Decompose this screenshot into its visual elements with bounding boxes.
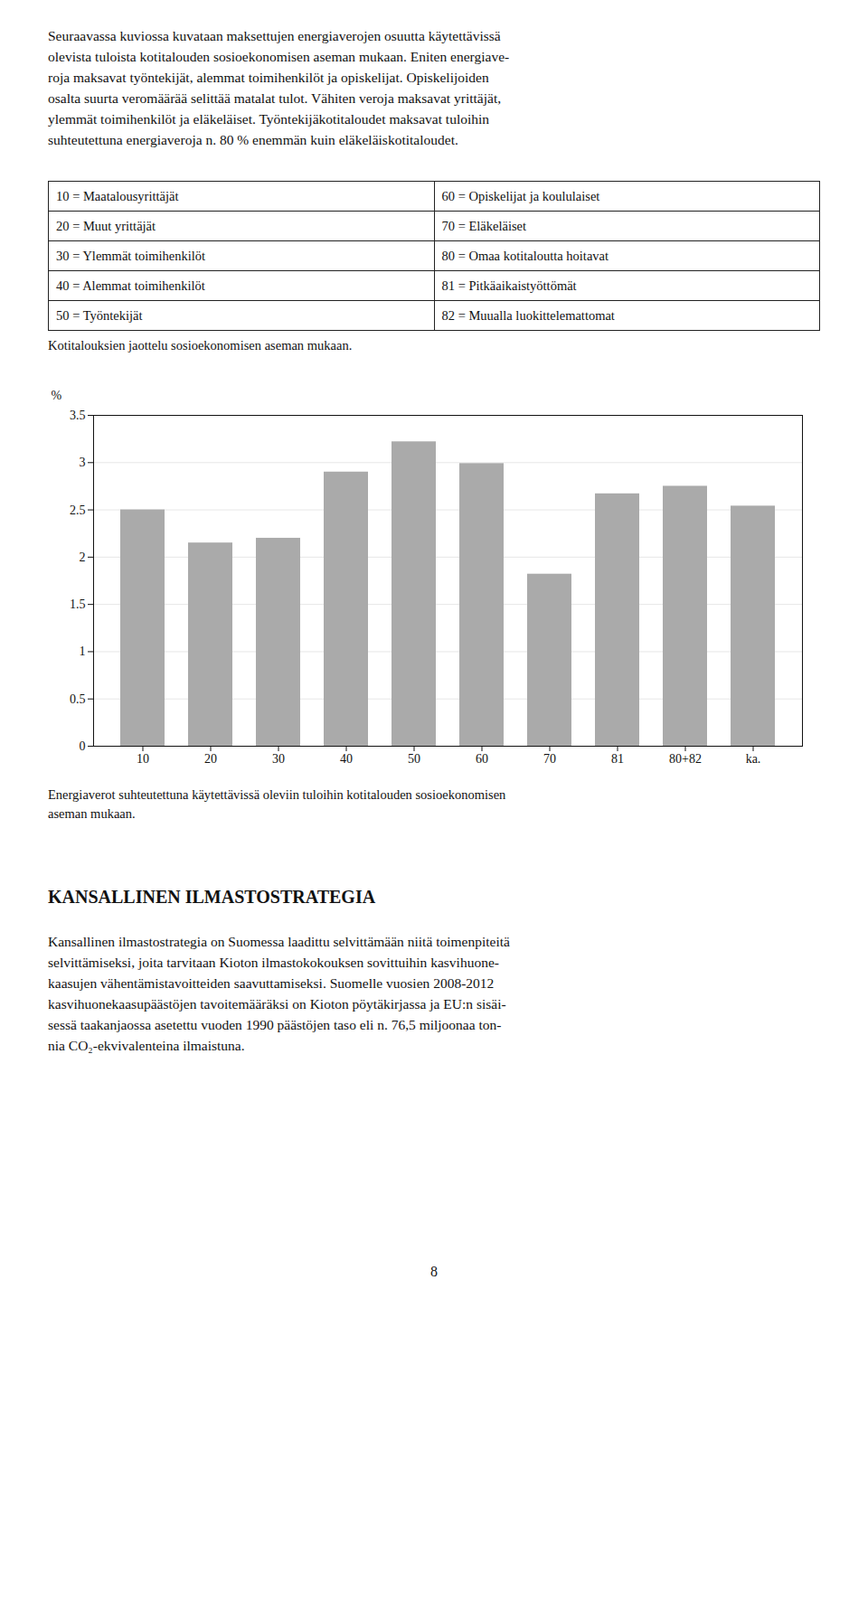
svg-text:0.5: 0.5	[69, 692, 86, 707]
html-text:82 = Muualla luokittelemattoma: 82 = Muualla luokittelemattomat	[441, 307, 615, 323]
html-text:20 = Muut yrittäjät: 20 = Muut yrittäjät	[56, 218, 156, 233]
svg-text:0: 0	[79, 739, 86, 754]
html-text:kasvihuonekaasupäästöjen tavoi: kasvihuonekaasupäästöjen tavoitemääräksi…	[47, 996, 506, 1012]
html-text:olevista tuloista kotitalouden: olevista tuloista kotitalouden sosioekon…	[47, 48, 510, 65]
svg-text:ka.: ka.	[745, 752, 762, 766]
svg-text:10: 10	[136, 752, 150, 766]
svg-text:1: 1	[79, 644, 86, 659]
svg-text:3: 3	[79, 455, 86, 470]
html-text:nia CO₂-ekvivalenteina ilmaist: nia CO₂-ekvivalenteina ilmaistuna.	[47, 1037, 245, 1054]
html-text:selvittämiseksi, joita tarvita: selvittämiseksi, joita tarvitaan Kioton …	[47, 954, 500, 971]
html-text:Kansallinen ilmastostrategia o: Kansallinen ilmastostrategia on Suomessa…	[47, 934, 510, 950]
svg-text:2.5: 2.5	[69, 503, 86, 518]
svg-text:3.5: 3.5	[69, 408, 86, 423]
html-text:80 = Omaa kotitaloutta hoitava: 80 = Omaa kotitaloutta hoitavat	[441, 248, 609, 263]
svg-text:60: 60	[475, 752, 489, 766]
html-text:10 = Maatalousyrittäjät: 10 = Maatalousyrittäjät	[56, 188, 179, 203]
html-text:60 = Opiskelijat ja koululaise: 60 = Opiskelijat ja koululaiset	[441, 188, 600, 203]
html-text:30 = Ylemmät toimihenkilöt: 30 = Ylemmät toimihenkilöt	[56, 248, 206, 263]
html-text:40 = Alemmat toimihenkilöt: 40 = Alemmat toimihenkilöt	[56, 278, 206, 293]
svg-text:1.5: 1.5	[69, 597, 86, 612]
svg-text:80+82: 80+82	[669, 752, 702, 766]
html-text:suhteutettuna energiaveroja n.: suhteutettuna energiaveroja n. 80 % enem…	[47, 132, 459, 148]
svg-text:50: 50	[407, 752, 421, 766]
html-text:KANSALLINEN ILMASTOSTRATEGIA: KANSALLINEN ILMASTOSTRATEGIA	[47, 886, 376, 907]
svg-text:30: 30	[272, 752, 285, 766]
svg-text:70: 70	[543, 752, 557, 766]
html-text:Energiaverot suhteutettuna käy: Energiaverot suhteutettuna käytettävissä…	[47, 787, 506, 802]
html-text:70 = Eläkeläiset: 70 = Eläkeläiset	[441, 218, 527, 233]
svg-text:20: 20	[204, 752, 217, 766]
svg-text:40: 40	[339, 752, 353, 766]
svg-text:81: 81	[611, 752, 624, 766]
html-text:kaasujen vähentämistavoitteide: kaasujen vähentämistavoitteiden saavutta…	[47, 975, 494, 991]
html-text:sessä taakanjaossa asetettu vu: sessä taakanjaossa asetettu vuoden 1990 …	[47, 1017, 502, 1033]
html-text:roja maksavat työntekijät, ale: roja maksavat työntekijät, alemmat toimi…	[47, 69, 489, 85]
html-text:Seuraavassa kuviossa kuvataan: Seuraavassa kuviossa kuvataan maksettuje…	[47, 28, 501, 44]
svg-text:%: %	[51, 388, 63, 403]
html-text:osalta suurta veromäärää selit: osalta suurta veromäärää selittää matala…	[47, 90, 501, 106]
html-text:ylemmät toimihenkilöt ja eläke: ylemmät toimihenkilöt ja eläkeläiset. Ty…	[47, 111, 490, 127]
html-text:8: 8	[430, 1264, 438, 1280]
svg-text:2: 2	[79, 550, 86, 565]
html-text:50 = Työntekijät: 50 = Työntekijät	[56, 307, 143, 323]
html-text:81 = Pitkäaikaistyöttömät: 81 = Pitkäaikaistyöttömät	[441, 278, 577, 293]
html-text:Kotitalouksien jaottelu sosioe: Kotitalouksien jaottelu sosioekonomisen …	[47, 338, 352, 353]
html-text:aseman mukaan.: aseman mukaan.	[47, 806, 136, 821]
